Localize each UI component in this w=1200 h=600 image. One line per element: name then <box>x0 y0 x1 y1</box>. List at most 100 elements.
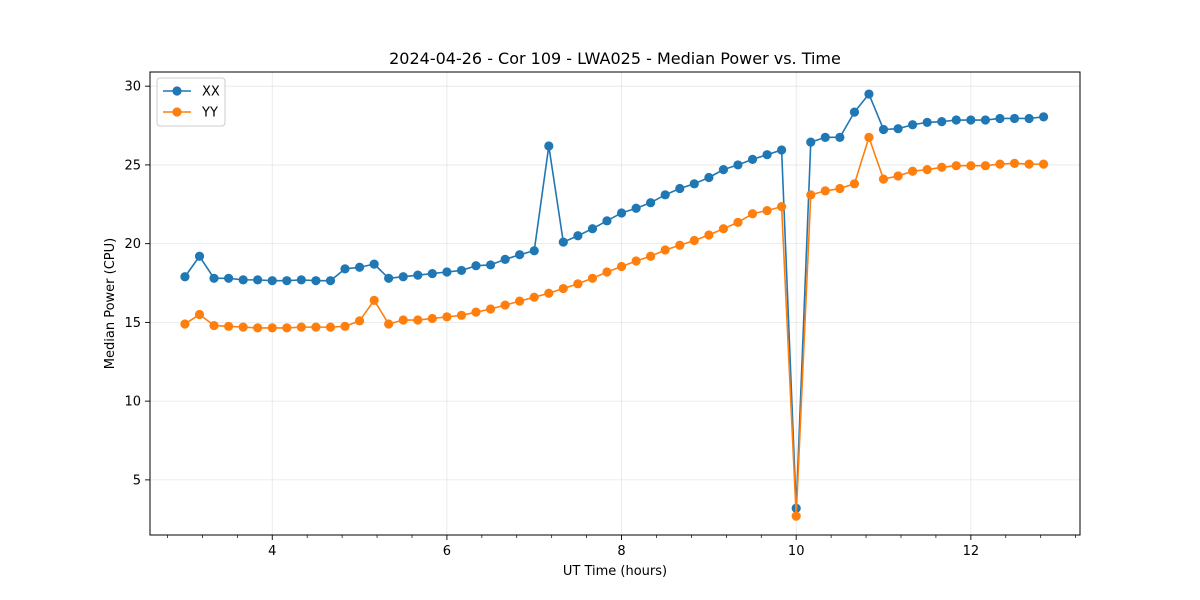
data-point-yy <box>529 292 539 302</box>
y-tick-label: 30 <box>124 80 141 95</box>
data-point-xx <box>194 251 205 261</box>
data-point-xx <box>777 145 787 155</box>
data-point-xx <box>529 246 539 256</box>
y-axis-title: Median Power (CPU) <box>103 238 118 369</box>
data-point-yy <box>471 307 481 317</box>
data-point-xx <box>995 113 1005 124</box>
data-point-yy <box>980 161 991 171</box>
data-series <box>180 89 1049 521</box>
x-tick-label: 6 <box>443 544 451 559</box>
data-point-xx <box>587 224 598 234</box>
data-point-yy <box>922 165 932 175</box>
data-point-xx <box>689 179 699 189</box>
data-point-xx <box>180 272 190 282</box>
data-point-yy <box>718 224 729 234</box>
data-point-yy <box>209 320 219 331</box>
data-point-xx <box>500 254 510 265</box>
x-tick-label: 10 <box>788 544 805 559</box>
data-point-yy <box>864 132 874 142</box>
data-point-yy <box>995 159 1005 169</box>
data-point-yy <box>602 267 612 277</box>
y-tick-label: 10 <box>124 395 141 410</box>
data-point-xx <box>675 183 685 194</box>
data-point-yy <box>194 309 205 320</box>
data-point-xx <box>296 275 306 285</box>
plot-frame <box>149 71 1081 536</box>
data-point-yy <box>311 322 321 332</box>
data-point-yy <box>325 322 336 332</box>
data-point-xx <box>1009 113 1020 124</box>
data-point-yy <box>951 161 961 171</box>
data-point-yy <box>573 279 583 289</box>
data-point-xx <box>820 132 830 142</box>
data-point-yy <box>442 312 452 322</box>
data-point-xx <box>849 107 860 117</box>
data-point-xx <box>209 273 219 283</box>
data-point-xx <box>646 198 656 208</box>
data-point-yy <box>1024 159 1034 169</box>
data-point-xx <box>806 137 816 147</box>
data-point-xx <box>267 276 277 286</box>
data-point-xx <box>864 89 874 99</box>
y-tick-label: 5 <box>133 473 141 488</box>
data-point-xx <box>922 117 932 127</box>
axes: 4 6 8 10 12 5 10 15 20 25 30 <box>124 80 1076 559</box>
data-point-xx <box>980 115 991 125</box>
data-point-yy <box>587 273 598 283</box>
data-point-yy <box>791 511 801 521</box>
data-point-yy <box>223 321 234 331</box>
data-point-xx <box>471 261 481 271</box>
data-point-xx <box>951 115 961 125</box>
data-point-yy <box>762 205 772 216</box>
data-point-yy <box>485 304 496 314</box>
data-point-yy <box>238 322 248 332</box>
legend: XX YY <box>156 77 226 127</box>
legend-item-xx: XX <box>163 85 220 100</box>
data-point-yy <box>893 171 903 181</box>
data-point-xx <box>762 150 772 160</box>
data-point-yy <box>398 315 408 325</box>
data-point-yy <box>558 283 568 294</box>
data-point-xx <box>238 275 248 285</box>
legend-marker <box>172 107 182 117</box>
data-point-xx <box>442 267 452 277</box>
data-point-xx <box>253 275 263 285</box>
data-point-xx <box>893 124 903 134</box>
data-point-xx <box>878 124 889 135</box>
data-point-xx <box>966 115 976 125</box>
data-point-yy <box>267 323 277 333</box>
data-point-yy <box>937 162 947 172</box>
data-point-yy <box>849 179 860 189</box>
data-point-xx <box>747 154 758 165</box>
data-point-yy <box>878 174 889 184</box>
legend-item-yy: YY <box>163 106 218 121</box>
legend-marker <box>172 86 182 96</box>
data-point-xx <box>558 237 568 247</box>
data-point-yy <box>704 230 714 240</box>
data-point-xx <box>223 273 234 283</box>
data-point-yy <box>966 161 976 171</box>
data-point-xx <box>660 190 670 200</box>
data-point-yy <box>835 183 845 194</box>
data-point-yy <box>296 322 306 332</box>
data-point-xx <box>544 141 554 151</box>
x-axis-title: UT Time (hours) <box>563 564 667 579</box>
data-point-yy <box>456 310 467 320</box>
data-point-yy <box>340 321 350 331</box>
legend-label: YY <box>201 106 218 121</box>
data-point-xx <box>485 260 496 270</box>
y-tick-label: 25 <box>124 158 141 173</box>
data-point-xx <box>340 264 350 274</box>
data-point-xx <box>515 250 525 260</box>
chart-title: 2024-04-26 - Cor 109 - LWA025 - Median P… <box>389 49 841 68</box>
data-point-yy <box>820 186 830 196</box>
data-point-yy <box>544 288 554 298</box>
data-point-yy <box>733 217 743 227</box>
data-point-yy <box>660 245 670 255</box>
y-tick-label: 20 <box>124 237 141 252</box>
data-point-xx <box>427 268 437 279</box>
data-point-yy <box>180 319 190 329</box>
series-yy <box>180 132 1049 521</box>
data-point-yy <box>500 300 510 310</box>
data-point-xx <box>1024 113 1034 124</box>
